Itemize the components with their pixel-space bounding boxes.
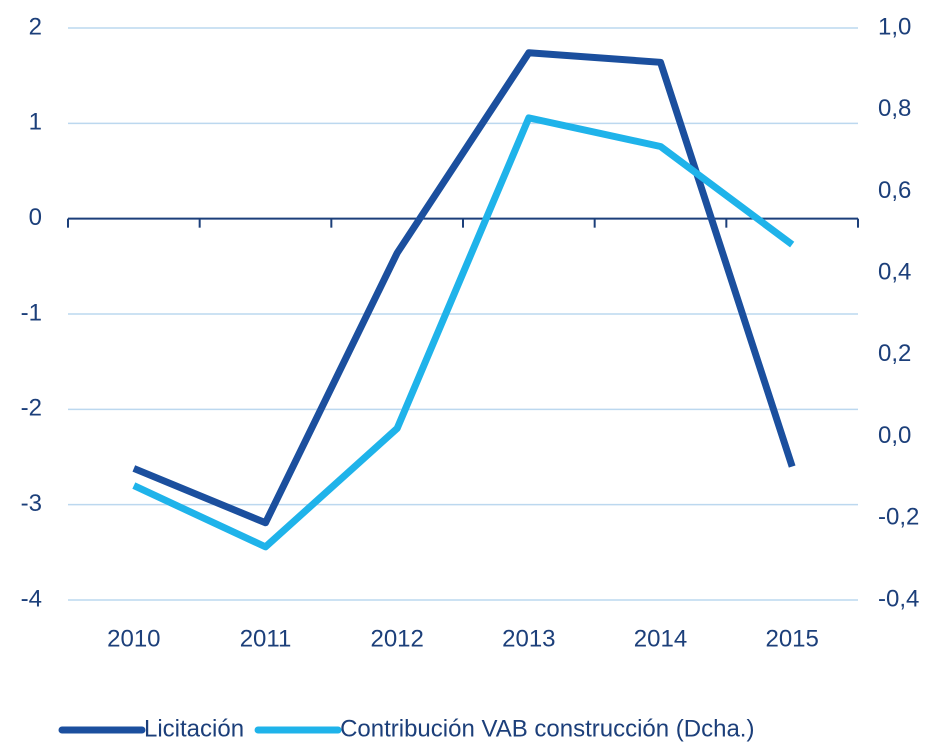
y-tick-label: -2 — [21, 395, 42, 422]
line-series — [132, 49, 796, 527]
y-tick-label: 2 — [29, 13, 42, 40]
y2-tick-label: -0,2 — [878, 504, 919, 531]
y2-tick-label: 0,2 — [878, 340, 911, 367]
legend-label: Contribución VAB construcción (Dcha.) — [340, 715, 754, 742]
x-tick-label: 2012 — [370, 625, 423, 652]
y-tick-label: -4 — [21, 585, 42, 612]
x-tick-label: 2013 — [502, 625, 555, 652]
y2-tick-label: 0,4 — [878, 258, 911, 285]
x-tick-label: 2015 — [765, 625, 818, 652]
legend-label: Licitación — [144, 715, 244, 742]
y2-tick-label: 1,0 — [878, 13, 911, 40]
y-tick-label: -3 — [21, 490, 42, 517]
y-tick-label: 0 — [29, 204, 42, 231]
y-tick-label: 1 — [29, 109, 42, 136]
line-series — [132, 114, 795, 551]
x-tick-label: 2010 — [107, 625, 160, 652]
x-tick-label: 2014 — [634, 625, 687, 652]
y2-tick-label: 0,6 — [878, 177, 911, 204]
y2-tick-label: -0,4 — [878, 585, 919, 612]
y-tick-label: -1 — [21, 299, 42, 326]
y2-tick-label: 0,0 — [878, 422, 911, 449]
x-tick-label: 2011 — [240, 625, 292, 652]
y2-tick-label: 0,8 — [878, 95, 911, 122]
